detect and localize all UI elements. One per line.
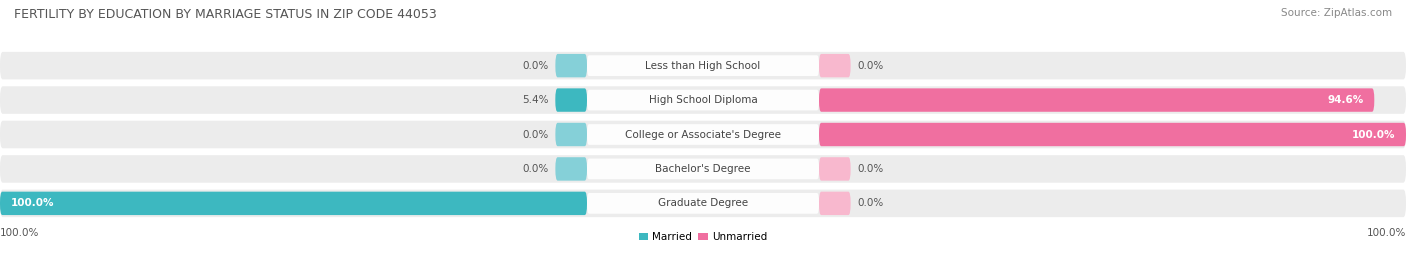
Legend: Married, Unmarried: Married, Unmarried	[634, 228, 772, 246]
FancyBboxPatch shape	[555, 88, 588, 112]
Text: FERTILITY BY EDUCATION BY MARRIAGE STATUS IN ZIP CODE 44053: FERTILITY BY EDUCATION BY MARRIAGE STATU…	[14, 8, 437, 21]
FancyBboxPatch shape	[588, 55, 818, 76]
Text: 0.0%: 0.0%	[522, 129, 548, 140]
Text: 100.0%: 100.0%	[0, 228, 39, 238]
FancyBboxPatch shape	[818, 192, 851, 215]
FancyBboxPatch shape	[555, 54, 588, 77]
Text: 5.4%: 5.4%	[522, 95, 548, 105]
Text: 0.0%: 0.0%	[858, 61, 884, 71]
FancyBboxPatch shape	[818, 157, 851, 181]
Text: 100.0%: 100.0%	[1353, 129, 1395, 140]
FancyBboxPatch shape	[818, 54, 851, 77]
Text: Source: ZipAtlas.com: Source: ZipAtlas.com	[1281, 8, 1392, 18]
Text: Less than High School: Less than High School	[645, 61, 761, 71]
FancyBboxPatch shape	[0, 155, 1406, 183]
FancyBboxPatch shape	[0, 192, 588, 215]
FancyBboxPatch shape	[0, 190, 1406, 217]
FancyBboxPatch shape	[588, 193, 818, 214]
FancyBboxPatch shape	[0, 86, 1406, 114]
Text: 0.0%: 0.0%	[522, 164, 548, 174]
FancyBboxPatch shape	[588, 90, 818, 110]
Text: 0.0%: 0.0%	[858, 198, 884, 208]
FancyBboxPatch shape	[555, 123, 588, 146]
FancyBboxPatch shape	[588, 124, 818, 145]
Text: 100.0%: 100.0%	[10, 198, 53, 208]
Text: 0.0%: 0.0%	[858, 164, 884, 174]
Text: 0.0%: 0.0%	[522, 61, 548, 71]
Text: 100.0%: 100.0%	[1367, 228, 1406, 238]
FancyBboxPatch shape	[0, 52, 1406, 79]
FancyBboxPatch shape	[818, 123, 1406, 146]
Text: 94.6%: 94.6%	[1327, 95, 1364, 105]
FancyBboxPatch shape	[555, 157, 588, 181]
Text: College or Associate's Degree: College or Associate's Degree	[626, 129, 780, 140]
FancyBboxPatch shape	[0, 121, 1406, 148]
Text: Graduate Degree: Graduate Degree	[658, 198, 748, 208]
Text: High School Diploma: High School Diploma	[648, 95, 758, 105]
FancyBboxPatch shape	[588, 159, 818, 179]
FancyBboxPatch shape	[818, 88, 1374, 112]
Text: Bachelor's Degree: Bachelor's Degree	[655, 164, 751, 174]
